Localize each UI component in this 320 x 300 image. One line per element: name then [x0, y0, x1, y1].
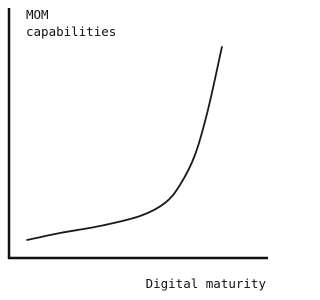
curve: [26, 46, 223, 241]
y-axis-label: MOM capabilities: [26, 7, 117, 39]
x-axis-label: Digital maturity: [145, 276, 266, 291]
chart: [7, 8, 268, 260]
page: MOM capabilities Digital maturity (() =>…: [7, 7, 268, 291]
